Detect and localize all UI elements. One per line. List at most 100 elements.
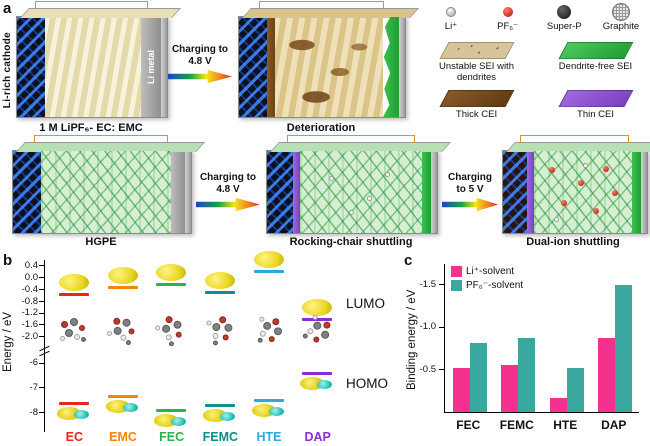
panel-b-label: b: [3, 252, 13, 269]
rainbow-arrow-icon: [168, 69, 232, 84]
legend-item-dendrite-free-sei: Dendrite-free SEI: [543, 41, 648, 84]
thin-cei-strip: [293, 151, 300, 233]
axis-tick-label: -0.5: [419, 363, 436, 375]
axis-tick: [39, 324, 44, 326]
gel-electrolyte-strip: [534, 151, 632, 233]
bar-dap-pf6: [615, 285, 632, 412]
lumo-orbital-emc: [107, 267, 138, 285]
bar-category-label-fec: FEC: [456, 418, 481, 432]
legend-item-thick-cei: Thick CEI: [424, 89, 529, 121]
atom: [127, 327, 136, 336]
cell-deterioration: [238, 1, 420, 118]
axis-tick: [39, 362, 44, 364]
current-collector-tab: [520, 135, 629, 143]
legend-item-pf6: PF₆⁻: [481, 4, 535, 33]
axis-tick: [39, 300, 44, 302]
atom: [223, 322, 234, 333]
case-strip: [431, 151, 437, 233]
cell-dual-ion: [502, 135, 650, 234]
legend-label: Thick CEI: [455, 108, 498, 120]
homo-level-emc: [107, 395, 138, 399]
lumo-label: LUMO: [346, 296, 386, 311]
legend-item-li-ion: Li⁺: [424, 4, 478, 33]
solvent-label-femc: FEMC: [202, 430, 239, 444]
energy-axis: [44, 260, 45, 432]
homo-label: HOMO: [346, 376, 388, 391]
thin-cei-strip: [527, 151, 534, 233]
molecule-ec: [59, 318, 89, 344]
axis-tick: [439, 368, 444, 370]
li-metal-strip: [171, 151, 185, 233]
legend-item-pf6-solvent: PF₆⁻-solvent: [451, 280, 523, 291]
atom: [212, 339, 219, 347]
atom: [320, 329, 331, 341]
energy-level-plot: 0.4 0.0 -0.4 -0.8 -1.2 -1.6 -2.0 -6 -7 -8: [22, 251, 342, 432]
dendrite-free-sei-patch-icon: [557, 41, 634, 59]
li-ion-dot: [583, 163, 588, 169]
bar-category-label-hte: HTE: [553, 418, 578, 432]
case-strip: [641, 151, 647, 233]
lumo-orbital-ec: [59, 273, 89, 291]
molecule-emc: [104, 313, 142, 349]
bar-femc-li: [501, 364, 518, 412]
atom: [211, 321, 222, 333]
dendrite-free-sei-strip: [422, 151, 431, 233]
cell-rocking-chair: [266, 135, 452, 234]
panel-c: c Binding energy / eV Li⁺-solvent PF₆⁻-so…: [402, 252, 650, 446]
axis-tick: [39, 277, 44, 279]
atom: [257, 337, 263, 343]
current-collector-tab: [35, 1, 148, 9]
charging-arrow-top: Charging to 4.8 V: [168, 44, 232, 84]
atom: [74, 334, 80, 340]
legend-swatch: [451, 266, 462, 277]
cell-top-face: [242, 8, 420, 18]
pf6-anion-dot: [548, 167, 555, 174]
cathode-side-label: Li-rich cathode: [2, 32, 13, 109]
atom: [271, 318, 280, 326]
cathode-strip: [17, 17, 45, 117]
rainbow-arrow-icon: [442, 197, 498, 212]
atom: [111, 316, 122, 326]
thin-cei-patch-icon: [557, 89, 634, 107]
atom: [168, 340, 176, 348]
homo-level-femc: [205, 404, 235, 408]
degraded-electrolyte-strip: [275, 17, 383, 117]
super-p-icon: [557, 5, 572, 19]
axis-tick-label: -7: [29, 382, 38, 394]
lumo-level-hte: [253, 270, 284, 274]
homo-level-fec: [156, 409, 187, 413]
cathode-strip: [13, 151, 41, 233]
homo-level-dap: [302, 372, 333, 376]
pf6-anion-icon: [502, 7, 513, 17]
panel-b: b Energy / eV 0.4 0.0 -0.4 -0.8 -1.2 -1.6 -2.0…: [0, 251, 402, 446]
legend-label: PF₆⁻: [497, 21, 519, 32]
bar-chart-legend: Li⁺-solvent PF₆⁻-solvent: [451, 266, 523, 291]
li-metal-label: Li metal: [146, 49, 156, 84]
cell-top-face: [20, 8, 182, 18]
cell-hgpe: [12, 135, 206, 234]
bar-category-label-femc: FEMC: [499, 418, 534, 432]
cathode-strip: [267, 151, 293, 233]
axis-tick-label: -8: [29, 406, 38, 418]
case-strip: [399, 17, 405, 117]
solvent-label-fec: FEC: [159, 430, 185, 444]
panel-a-label: a: [3, 0, 12, 17]
atom: [120, 317, 132, 328]
axis-tick: [39, 288, 44, 290]
lumo-orbital-femc: [205, 272, 235, 290]
cathode-strip: [503, 151, 527, 233]
charging-arrow-bottom-1: Charging to 4.8 V: [196, 172, 260, 212]
axis-tick: [439, 284, 444, 286]
axis-tick-label: -1.5: [419, 279, 436, 291]
homo-level-hte: [253, 399, 284, 403]
graphite-icon: [611, 3, 630, 21]
legend-label: Thin CEI: [577, 108, 614, 120]
dendrite-free-sei-strip: [632, 151, 641, 233]
atom: [268, 335, 275, 343]
atom: [154, 324, 162, 332]
axis-tick-label: -1.2: [21, 307, 38, 319]
axis-tick-label: -0.8: [21, 295, 38, 307]
atom: [70, 318, 78, 326]
icon-holder: [611, 3, 630, 21]
